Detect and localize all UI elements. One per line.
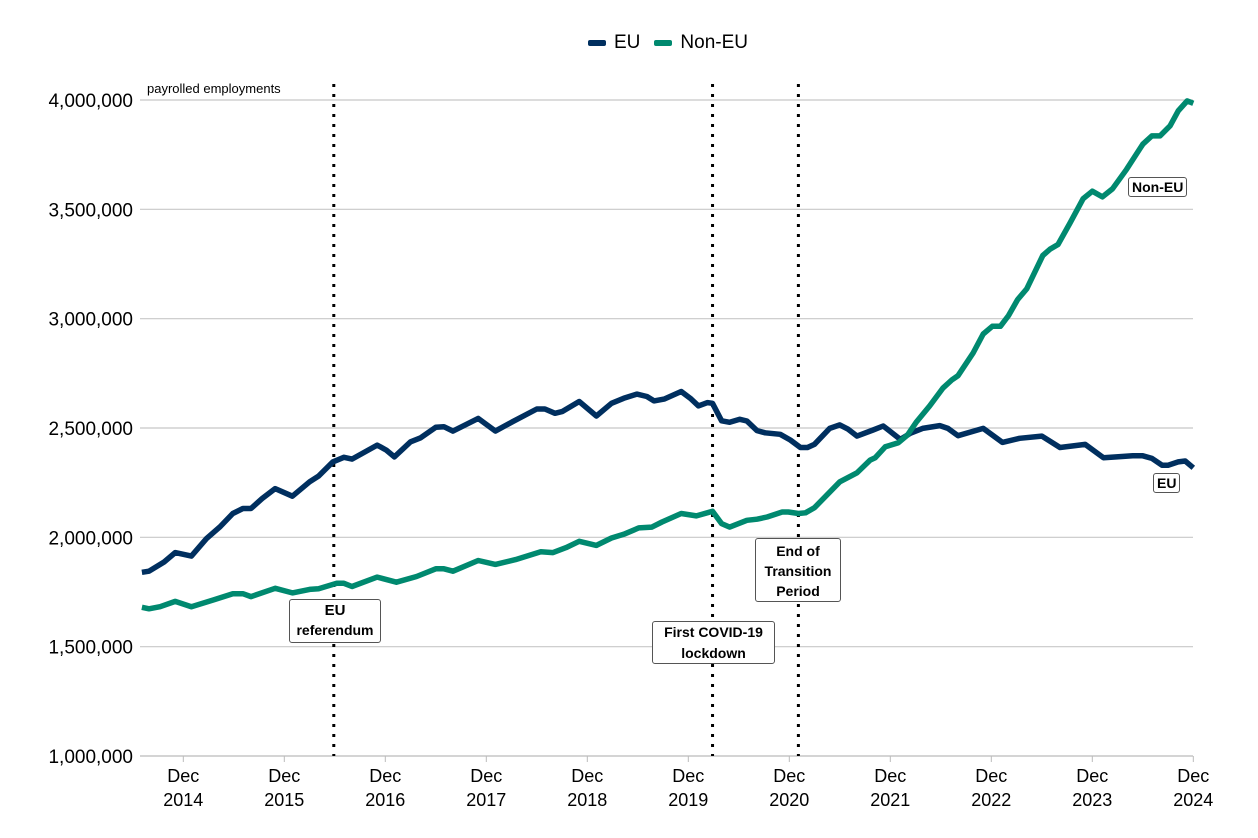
x-tick-label-year: 2024	[1173, 790, 1213, 810]
x-tick-label-year: 2021	[870, 790, 910, 810]
annotation-line: Period	[776, 583, 820, 599]
annotation-line: End of	[776, 543, 820, 559]
annotation-line: lockdown	[681, 645, 746, 661]
x-tick-label-month: Dec	[672, 766, 704, 786]
legend-swatch-eu	[588, 40, 606, 46]
annotation-eu-referendum: EU referendum	[289, 599, 381, 643]
x-tick-label-month: Dec	[1076, 766, 1108, 786]
x-tick-label-month: Dec	[874, 766, 906, 786]
x-tick-label-month: Dec	[167, 766, 199, 786]
x-tick-label-year: 2022	[971, 790, 1011, 810]
x-tick-label-month: Dec	[369, 766, 401, 786]
x-tick-label-year: 2020	[769, 790, 809, 810]
series-end-label-eu: EU	[1153, 473, 1181, 493]
x-tick-label-year: 2015	[264, 790, 304, 810]
x-tick-label-month: Dec	[268, 766, 300, 786]
x-tick-label-month: Dec	[773, 766, 805, 786]
series-end-label-non-eu: Non-EU	[1128, 177, 1188, 197]
annotation-end-transition: End of Transition Period	[755, 538, 841, 602]
legend-label-non-eu: Non-EU	[680, 32, 748, 53]
legend: EU Non-EU	[588, 32, 748, 54]
x-tick-label-month: Dec	[975, 766, 1007, 786]
y-axis-label: payrolled employments	[147, 81, 281, 96]
x-tick-label-year: 2019	[668, 790, 708, 810]
y-tick-label: 3,000,000	[48, 310, 133, 331]
series-line-eu	[141, 388, 1196, 576]
y-tick-label: 3,500,000	[48, 200, 133, 221]
legend-label-eu: EU	[614, 32, 641, 53]
x-tick-label-year: 2018	[567, 790, 607, 810]
y-tick-label: 1,000,000	[48, 747, 133, 768]
x-tick-label-month: Dec	[571, 766, 603, 786]
x-tick-label-year: 2017	[466, 790, 506, 810]
annotation-line: EU	[324, 602, 346, 619]
legend-swatch-non-eu	[654, 40, 673, 46]
x-tick-label-year: 2023	[1072, 790, 1112, 810]
y-tick-label: 2,000,000	[48, 528, 133, 549]
y-tick-label: 2,500,000	[48, 419, 133, 440]
x-tick-label-year: 2014	[163, 790, 203, 810]
series-line-non-eu	[141, 98, 1195, 612]
x-tick-label-month: Dec	[470, 766, 502, 786]
annotation-covid-lockdown: First COVID-19 lockdown	[652, 621, 775, 664]
x-tick-label-year: 2016	[365, 790, 405, 810]
annotation-line: First COVID-19	[664, 624, 763, 640]
x-tick-label-month: Dec	[1177, 766, 1209, 786]
annotation-line: referendum	[296, 622, 374, 638]
annotation-line: Transition	[764, 563, 832, 579]
y-tick-label: 1,500,000	[48, 638, 133, 659]
y-tick-label: 4,000,000	[48, 91, 133, 112]
